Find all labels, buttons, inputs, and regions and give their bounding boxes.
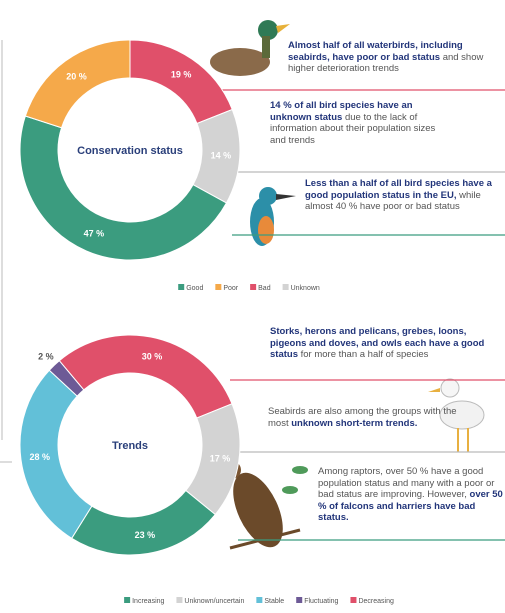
annotation-bold: unknown short-term trends. <box>291 418 417 429</box>
legend-swatch <box>124 597 130 603</box>
legend-swatch <box>250 284 256 290</box>
legend-swatch <box>283 284 289 290</box>
legend-swatch <box>296 597 302 603</box>
annotation: Among raptors, over 50 % have a good pop… <box>318 466 503 524</box>
duck-illustration <box>210 20 290 76</box>
legend-label: Stable <box>264 598 284 605</box>
segment-label: 19 % <box>171 70 192 80</box>
annotation-text: Among raptors, over 50 % have a good pop… <box>318 466 494 500</box>
annotation-text: for more than a half of species <box>301 349 429 360</box>
legend-label: Unknown <box>291 285 320 292</box>
segment-label: 28 % <box>30 452 51 462</box>
page: {"chart_data":[ {"type":"donut","title":… <box>0 0 505 613</box>
annotation-bold: Almost half of all waterbirds, including… <box>288 40 463 63</box>
segment-label: 17 % <box>210 454 231 464</box>
legend-swatch <box>178 284 184 290</box>
segment-label: 2 % <box>38 352 54 362</box>
kingfisher-illustration <box>250 187 296 246</box>
annotation: Storks, herons and pelicans, grebes, loo… <box>270 326 502 361</box>
legend-label: Good <box>186 285 203 292</box>
annotation: 14 % of all bird species have an unknown… <box>270 100 445 146</box>
annotation: Almost half of all waterbirds, including… <box>288 40 503 75</box>
annotation: Seabirds are also among the groups with … <box>268 406 458 429</box>
donut-segment <box>59 335 232 418</box>
legend-label: Fluctuating <box>304 598 338 605</box>
segment-label: 14 % <box>211 151 232 161</box>
legend-label: Increasing <box>132 598 164 605</box>
donut-segment <box>130 40 232 123</box>
donut-title: Conservation status <box>77 145 183 157</box>
donut-segment <box>20 116 226 260</box>
legend-label: Unknown/uncertain <box>184 598 244 605</box>
legend: Good Poor Bad Unknown <box>178 284 320 292</box>
legend-swatch <box>350 597 356 603</box>
donut-title: Trends <box>112 440 148 452</box>
segment-label: 23 % <box>135 530 156 540</box>
segment-label: 20 % <box>66 71 87 81</box>
legend: Increasing Unknown/uncertain Stable Fluctua… <box>124 597 394 605</box>
donut-segment <box>72 491 216 555</box>
annotation: Less than a half of all bird species hav… <box>305 178 500 213</box>
legend-swatch <box>256 597 262 603</box>
donut-segment <box>25 40 130 128</box>
segment-label: 47 % <box>84 229 105 239</box>
legend-swatch <box>215 284 221 290</box>
legend-label: Poor <box>223 285 238 292</box>
legend-label: Decreasing <box>358 598 394 605</box>
legend-label: Bad <box>258 285 271 292</box>
segment-label: 30 % <box>142 352 163 362</box>
legend-swatch <box>176 597 182 603</box>
